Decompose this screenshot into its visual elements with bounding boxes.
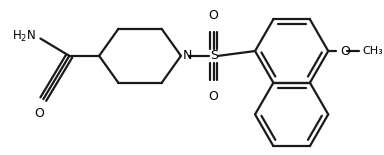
Text: N: N: [183, 49, 192, 62]
Text: O: O: [340, 44, 350, 58]
Text: CH₃: CH₃: [363, 46, 384, 56]
Text: O: O: [209, 90, 218, 102]
Text: O: O: [35, 107, 45, 120]
Text: H$_2$N: H$_2$N: [12, 29, 36, 44]
Text: S: S: [210, 49, 218, 62]
Text: O: O: [209, 9, 218, 22]
